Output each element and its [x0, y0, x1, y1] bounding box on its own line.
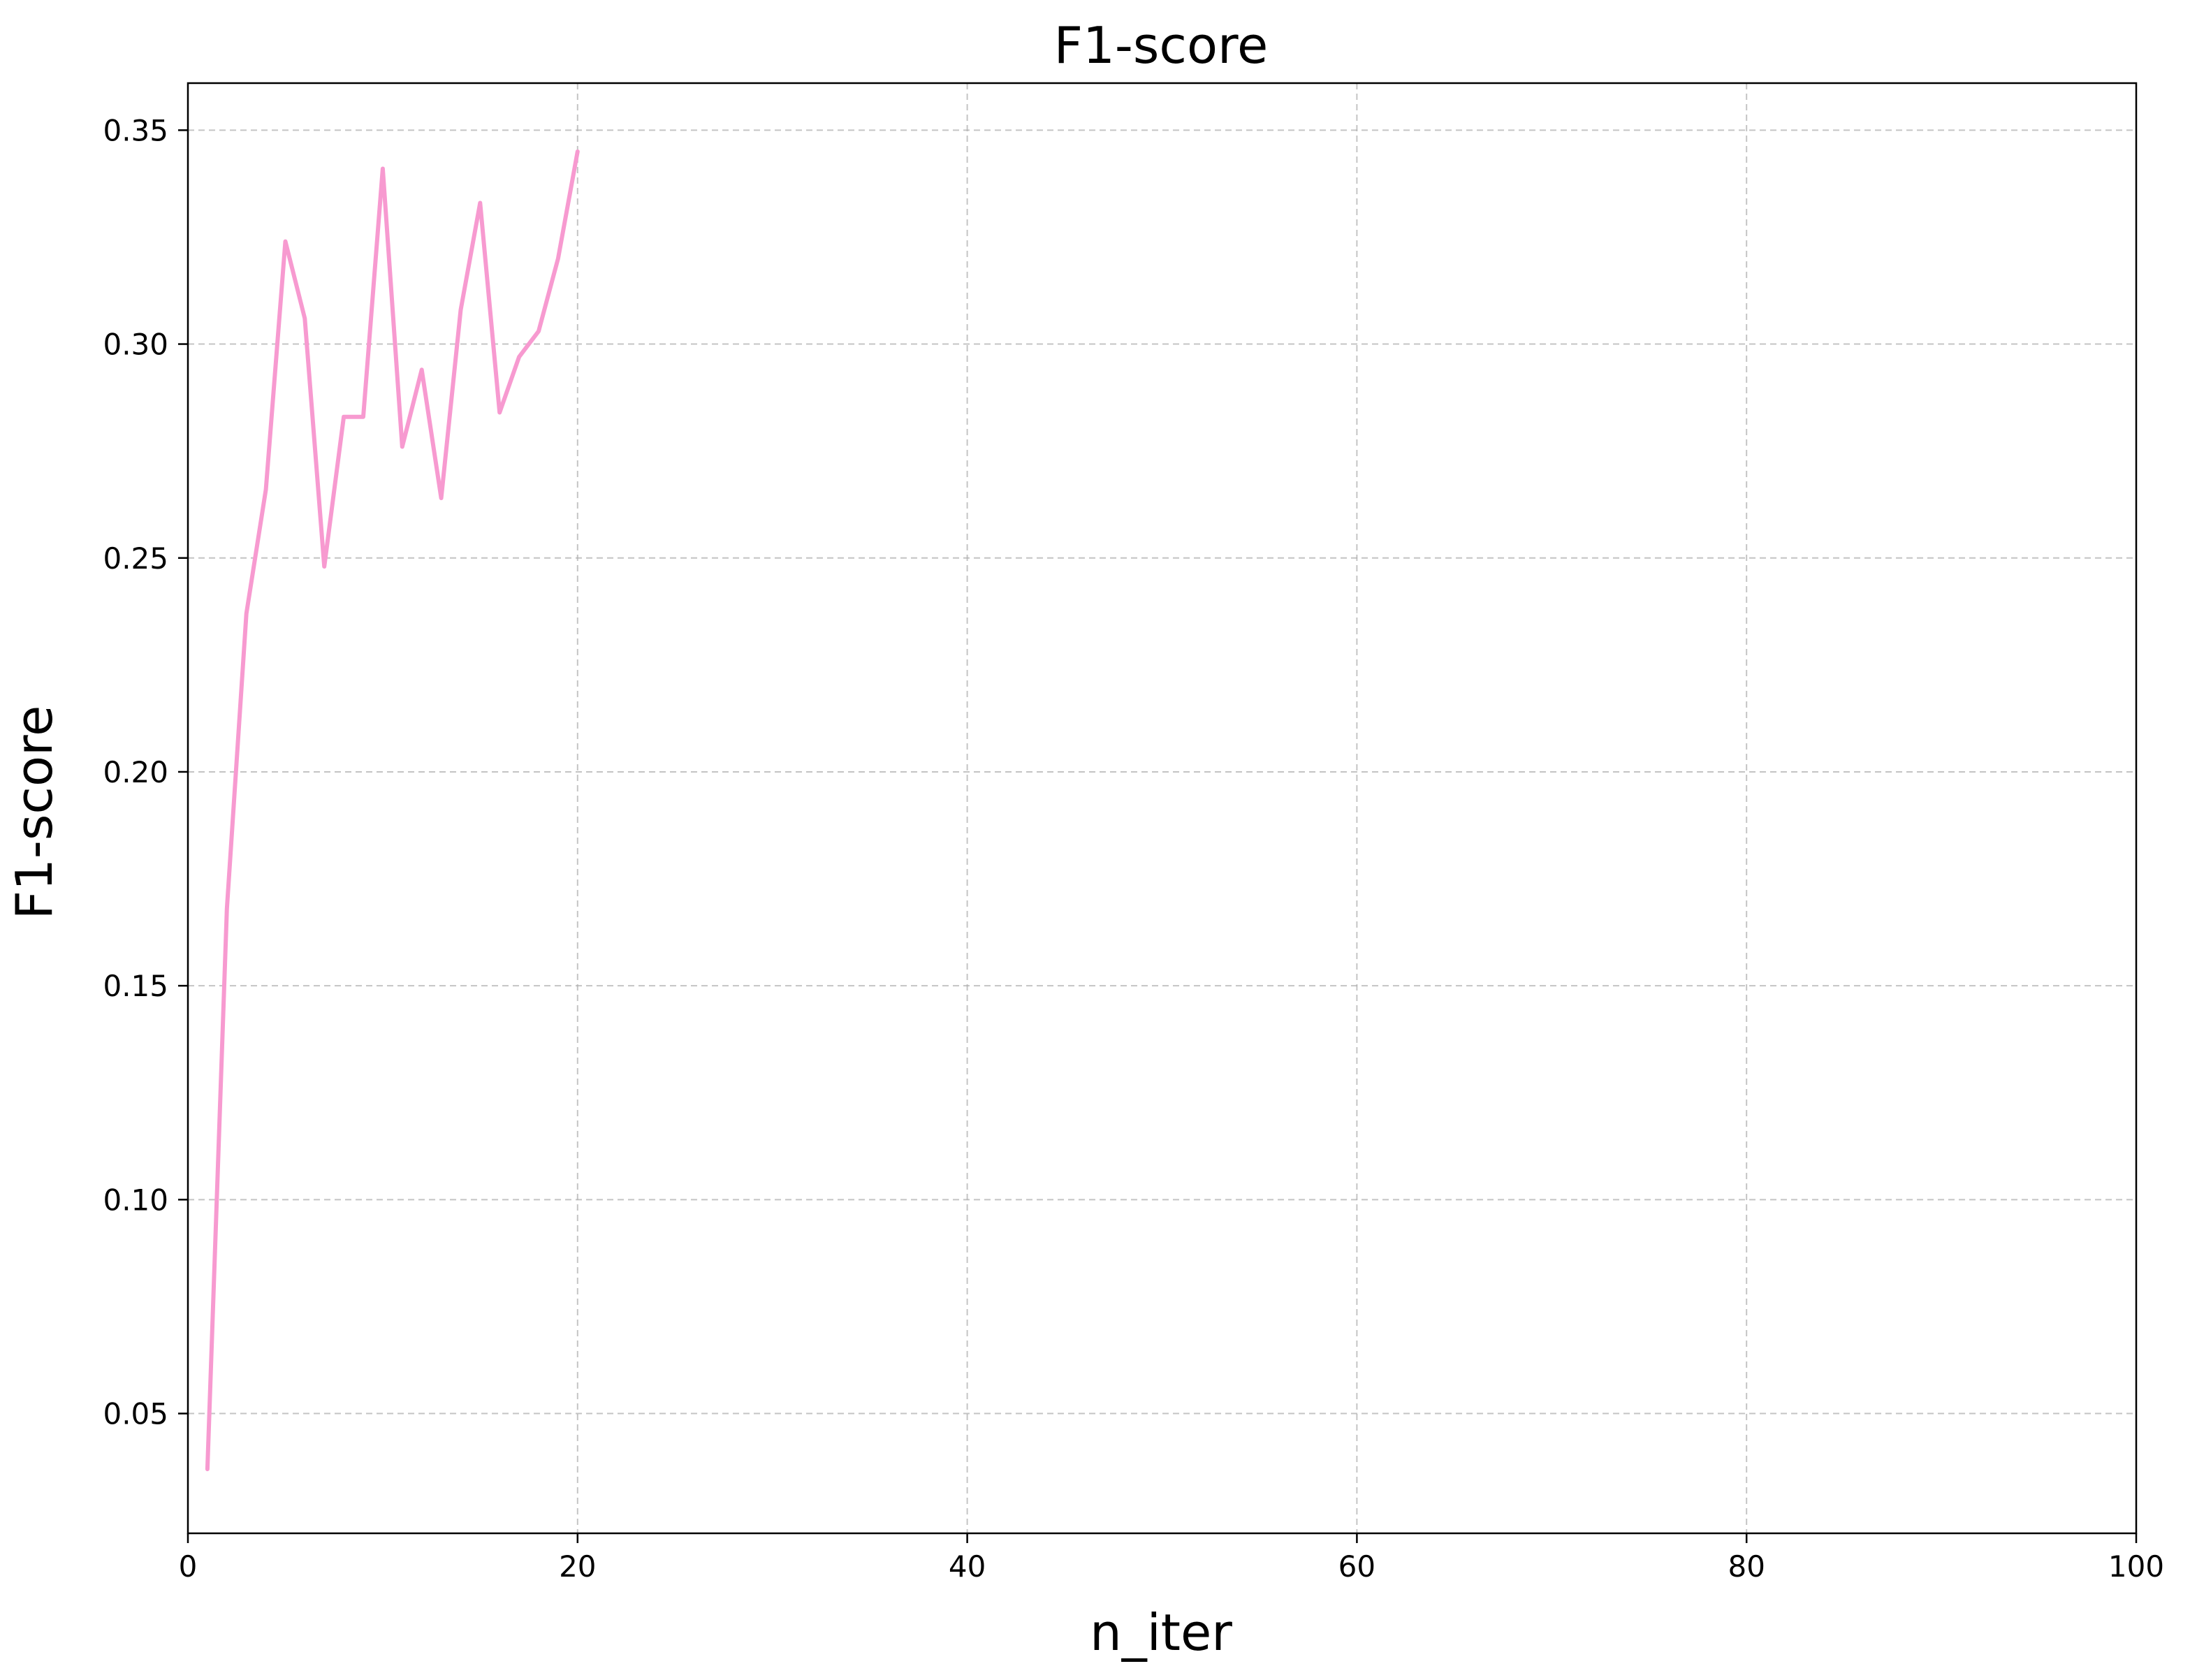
f1-score-series-line	[205, 149, 580, 1472]
y-tick-label: 0.35	[103, 113, 168, 147]
x-tick-label: 0	[179, 1549, 198, 1584]
x-tick-label: 40	[949, 1549, 986, 1584]
y-tick-label: 0.30	[103, 328, 168, 362]
x-axis-title: n_iter	[1090, 1603, 1232, 1662]
x-tick-label: 20	[559, 1549, 596, 1584]
chart-title: F1-score	[1054, 16, 1269, 75]
y-axis-title: F1-score	[5, 706, 64, 920]
x-tick-label: 100	[2108, 1549, 2164, 1584]
plot-area-frame	[187, 82, 2138, 1535]
y-tick-label: 0.15	[103, 969, 168, 1003]
y-tick-label: 0.10	[103, 1183, 168, 1217]
x-tick-label: 80	[1728, 1549, 1765, 1584]
y-tick-label: 0.25	[103, 541, 168, 576]
x-tick-label: 60	[1338, 1549, 1375, 1584]
series-layer	[205, 149, 580, 1472]
y-tick-label: 0.05	[103, 1397, 168, 1431]
y-axis-ticks: 0.05 0.10 0.15 0.20 0.25 0.30 0.35	[103, 113, 188, 1431]
grid-lines	[187, 83, 2137, 1533]
x-axis-ticks: 0 20 40 60 80 100	[179, 1533, 2164, 1584]
y-tick-label: 0.20	[103, 755, 168, 789]
